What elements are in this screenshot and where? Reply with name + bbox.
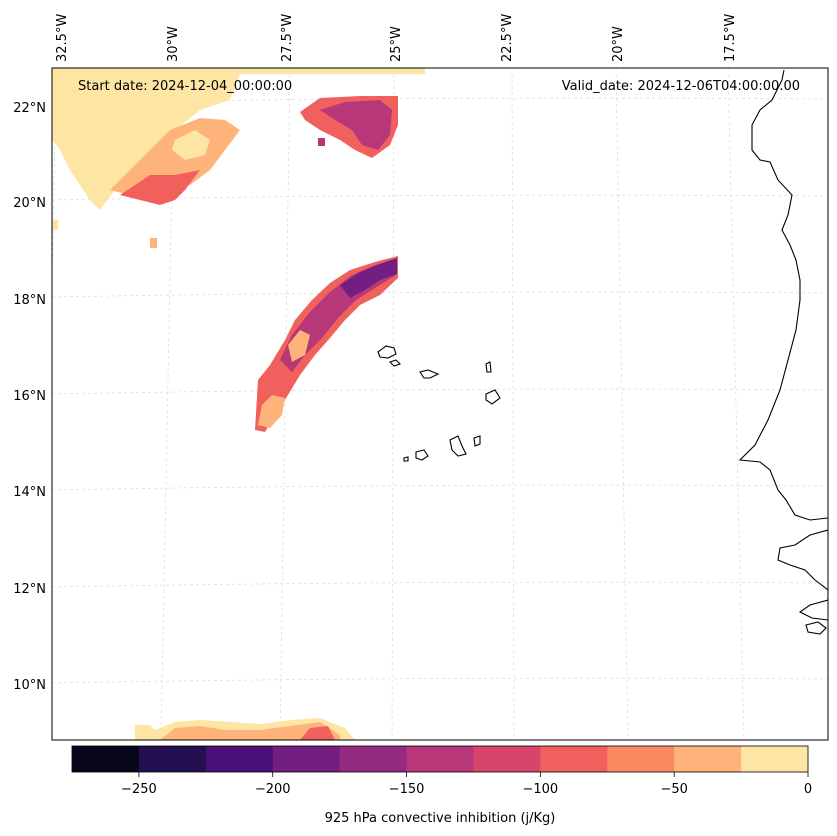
longitude-axis: 32.5°W 30°W 27.5°W 25°W 22.5°W 20°W 17.5… [55,14,738,62]
contour-region-south-band [160,722,340,740]
colorbar-tick-label: −100 [523,782,559,797]
contour-region-w-dot [150,238,157,248]
island-maio [473,435,481,447]
lon-label-25w: 25°W [389,26,404,62]
colorbar-tick-label: −150 [389,782,425,797]
colorbar-tick-label: −250 [121,782,157,797]
colorbar-title: 925 hPa convective inhibition (j/Kg) [325,811,556,826]
lat-label-16n: 16°N [13,389,46,404]
colorbar-frame [71,745,809,773]
latitude-axis: 22°N 20°N 18°N 16°N 14°N 12°N 10°N [13,101,46,693]
colorbar-swatch [272,746,341,772]
island-santo-antao [377,345,397,359]
colorbar-tick-label: 0 [804,782,812,797]
contour-region-nw-core [120,170,200,205]
africa-coastline-south [777,529,828,621]
lat-label-14n: 14°N [13,485,46,500]
contour-band-central-light2 [288,330,310,362]
colorbar-swatches [72,746,809,772]
cin-contours [52,68,425,740]
cape-verde-islands [377,345,501,462]
island-sao-vicente [388,359,402,367]
longitude-gridlines [52,68,745,740]
colorbar-swatch [72,746,140,772]
island-sal [485,361,492,373]
lat-label-20n: 20°N [13,196,46,211]
island-fogo [415,449,429,461]
colorbar-swatch [339,746,408,772]
island-brava [403,456,409,462]
colorbar-swatch [473,746,541,772]
colorbar-swatch [741,746,809,772]
contour-region-north-core [320,100,392,150]
lon-label-32-5w: 32.5°W [55,14,70,62]
contour-region-w-small [52,220,58,230]
lat-label-10n: 10°N [13,678,46,693]
colorbar-tick-label: −200 [255,782,291,797]
africa-coastline [738,69,828,521]
colorbar-swatch [205,746,274,772]
lon-label-30w: 30°W [166,26,181,62]
colorbar-swatch [674,746,742,772]
colorbar-swatch [607,746,675,772]
contour-region-north-dot [318,138,325,146]
coastlines [738,69,828,635]
colorbar-swatch [138,746,207,772]
map-border [51,67,829,741]
lon-label-20w: 20°W [611,26,626,62]
colorbar-swatch [406,746,474,772]
lon-label-27-5w: 27.5°W [280,14,295,62]
colorbar-ticks: −250 −200 −150 −100 −50 0 [121,772,812,797]
colorbar: −250 −200 −150 −100 −50 0 925 hPa convective … [71,745,812,826]
colorbar-swatch [540,746,608,772]
contour-band-central-light [258,395,285,428]
island-sao-nicolau [419,369,440,379]
lat-label-22n: 22°N [13,101,46,116]
island-santiago [449,435,467,457]
valid-date-label: Valid_date: 2024-12-06T04:00:00.00 [562,79,800,94]
lat-label-18n: 18°N [13,293,46,308]
contour-region-nw [52,68,425,210]
lat-label-12n: 12°N [13,582,46,597]
contour-band-central-core [340,258,397,298]
contour-band-central [255,256,398,432]
africa-coastline-islands [805,621,827,635]
contour-region-nw-light [172,130,210,160]
contour-region-south-core [300,726,335,740]
lon-label-22-5w: 22.5°W [500,14,515,62]
start-date-label: Start date: 2024-12-04_00:00:00 [78,79,292,94]
lon-label-17-5w: 17.5°W [723,14,738,62]
colorbar-tick-label: −50 [660,782,687,797]
island-boa-vista [485,389,501,405]
